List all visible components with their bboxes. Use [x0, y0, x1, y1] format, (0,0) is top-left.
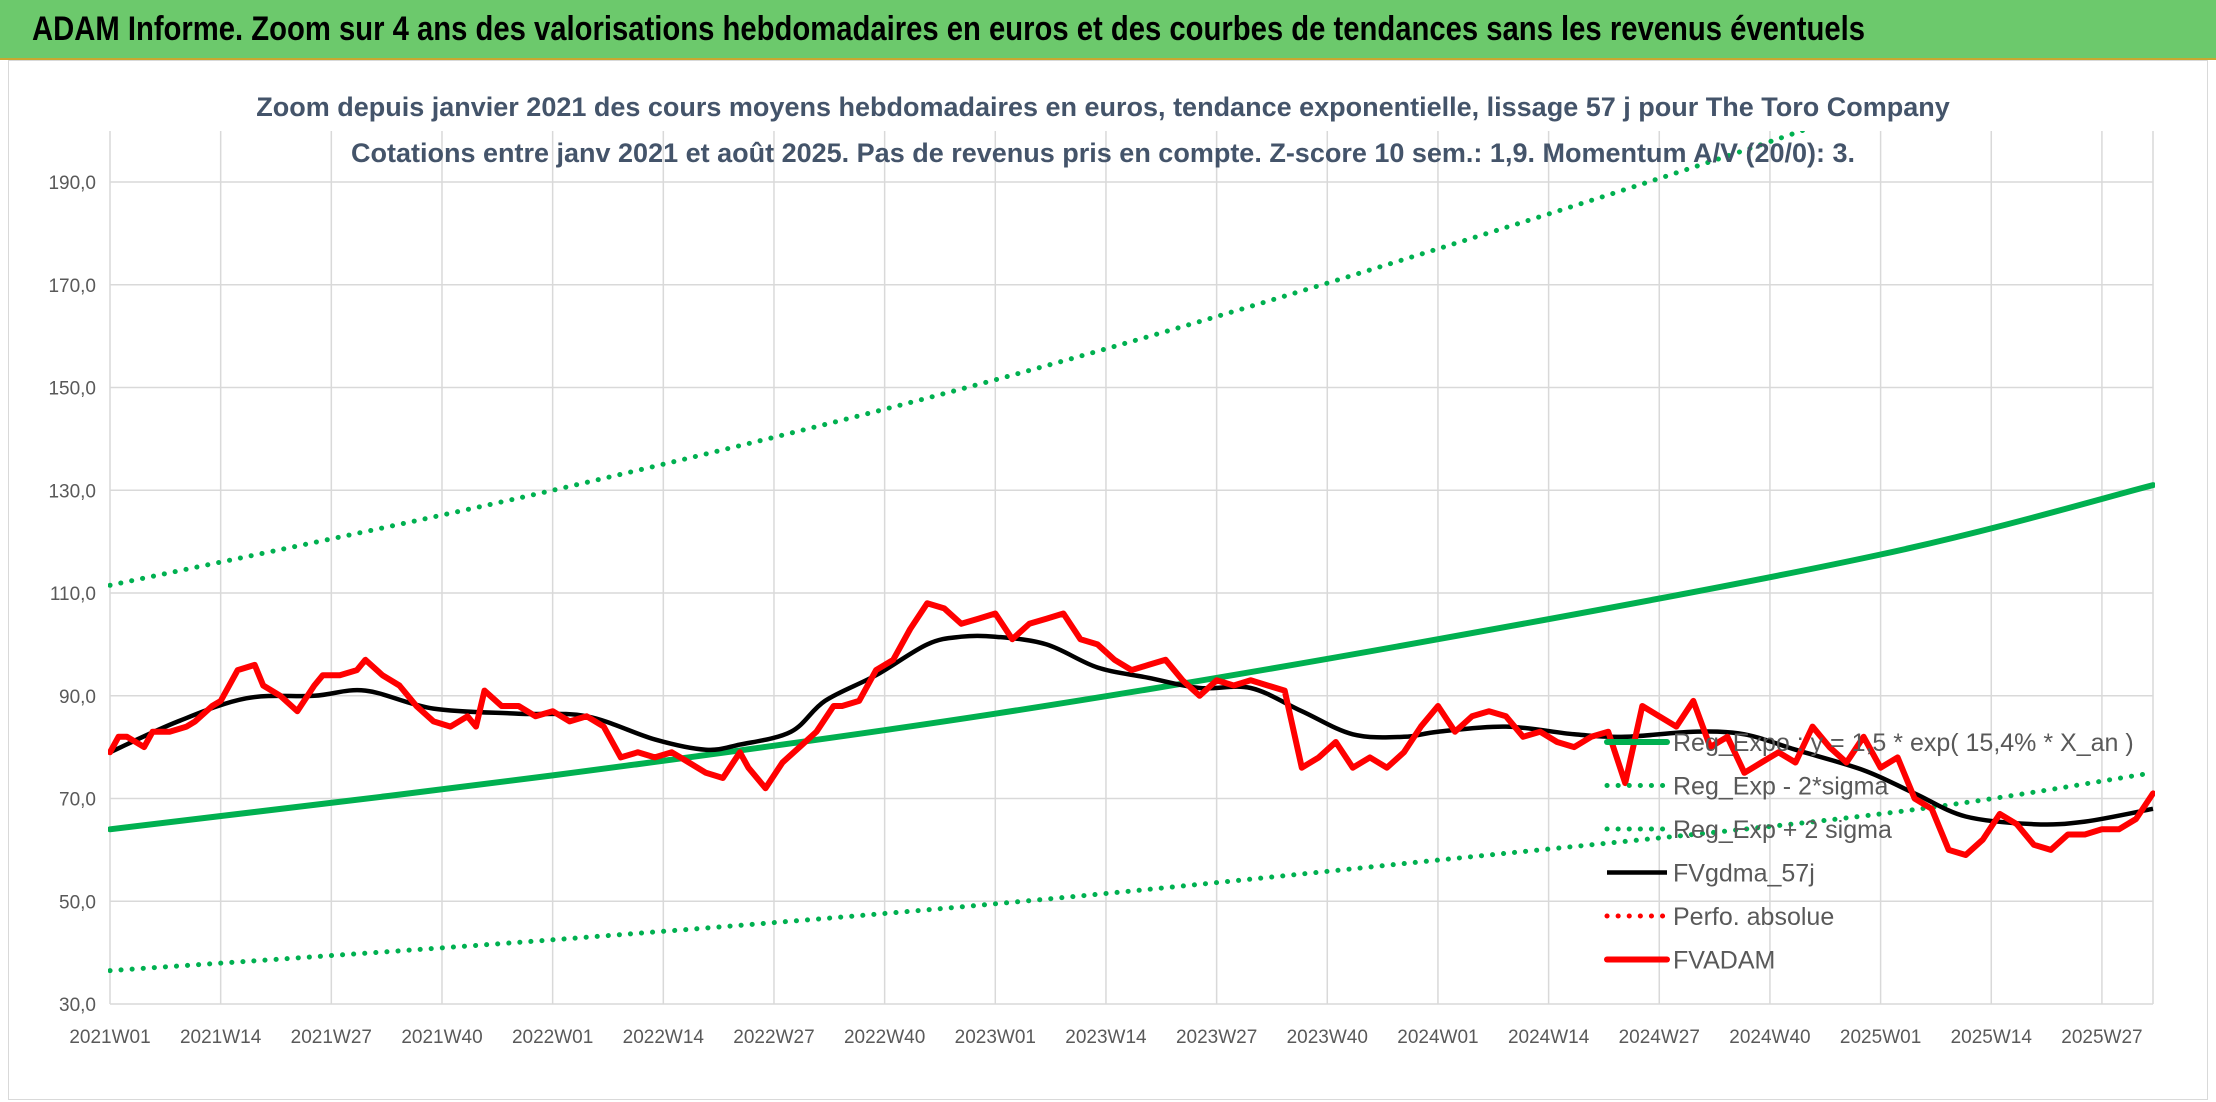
- y-tick-label: 70,0: [59, 790, 96, 811]
- x-tick-label: 2024W40: [1729, 1027, 1810, 1048]
- y-axis-ticks: 30,0 50,0 70,0 90,0 110,0 130,0 150,0 170,0 190,…: [48, 173, 96, 1016]
- x-tick-label: 2024W14: [1508, 1027, 1590, 1048]
- x-tick-label: 2022W14: [623, 1027, 705, 1048]
- series-line-0: [108, 482, 2155, 833]
- x-tick-label: 2021W14: [180, 1027, 262, 1048]
- y-tick-label: 50,0: [59, 892, 96, 913]
- x-axis-ticks: 2021W01 2021W14 2021W27 2021W40 2022W01 2022W…: [69, 1027, 2142, 1048]
- report-title: ADAM Informe. Zoom sur 4 ans des valoris…: [32, 10, 1865, 48]
- series-line-5: [108, 600, 2155, 858]
- x-tick-label: 2021W27: [291, 1027, 372, 1048]
- series-line-1: [108, 770, 2155, 974]
- legend-label: Reg_Exp + 2 sigma: [1673, 816, 1892, 844]
- chart-subtitle: Cotations entre janv 2021 et août 2025. …: [351, 138, 1855, 168]
- y-tick-label: 110,0: [50, 584, 96, 605]
- y-tick-label: 30,0: [59, 995, 96, 1016]
- x-tick-label: 2022W27: [733, 1027, 814, 1048]
- y-tick-label: 90,0: [59, 687, 96, 708]
- y-tick-label: 150,0: [48, 379, 96, 400]
- x-tick-label: 2023W40: [1287, 1027, 1368, 1048]
- legend-label: FVADAM: [1673, 947, 1775, 975]
- report-banner: ADAM Informe. Zoom sur 4 ans des valoris…: [0, 0, 2216, 60]
- legend-label: Perfo. absolue: [1673, 903, 1834, 931]
- x-tick-label: 2023W14: [1065, 1027, 1147, 1048]
- series-line-3: [109, 633, 2154, 827]
- y-tick-label: 190,0: [48, 173, 96, 194]
- x-tick-label: 2021W01: [69, 1027, 150, 1048]
- x-tick-label: 2023W01: [955, 1027, 1036, 1048]
- x-tick-label: 2023W27: [1176, 1027, 1257, 1048]
- legend-label: FVgdma_57j: [1673, 860, 1815, 888]
- x-tick-label: 2024W01: [1397, 1027, 1478, 1048]
- series-lines: [108, 131, 2155, 974]
- chart-title: Zoom depuis janvier 2021 des cours moyen…: [256, 92, 1950, 122]
- legend: Reg_Expo : y = 1,5 * exp( 15,4% * X_an )…: [1604, 729, 2134, 975]
- gridlines: [109, 131, 2154, 1005]
- x-tick-label: 2022W01: [512, 1027, 593, 1048]
- x-tick-label: 2022W40: [844, 1027, 925, 1048]
- legend-label: Reg_Exp - 2*sigma: [1673, 773, 1888, 801]
- x-tick-label: 2025W14: [1951, 1027, 2033, 1048]
- y-tick-label: 170,0: [48, 276, 96, 297]
- chart-frame: [8, 60, 2208, 1100]
- x-tick-label: 2024W27: [1619, 1027, 1700, 1048]
- legend-label: Reg_Expo : y = 1,5 * exp( 15,4% * X_an ): [1673, 729, 2134, 757]
- series-line-2: [108, 131, 1809, 588]
- x-tick-label: 2025W27: [2061, 1027, 2142, 1048]
- x-tick-label: 2025W01: [1840, 1027, 1921, 1048]
- y-tick-label: 130,0: [48, 481, 96, 502]
- x-tick-label: 2021W40: [401, 1027, 482, 1048]
